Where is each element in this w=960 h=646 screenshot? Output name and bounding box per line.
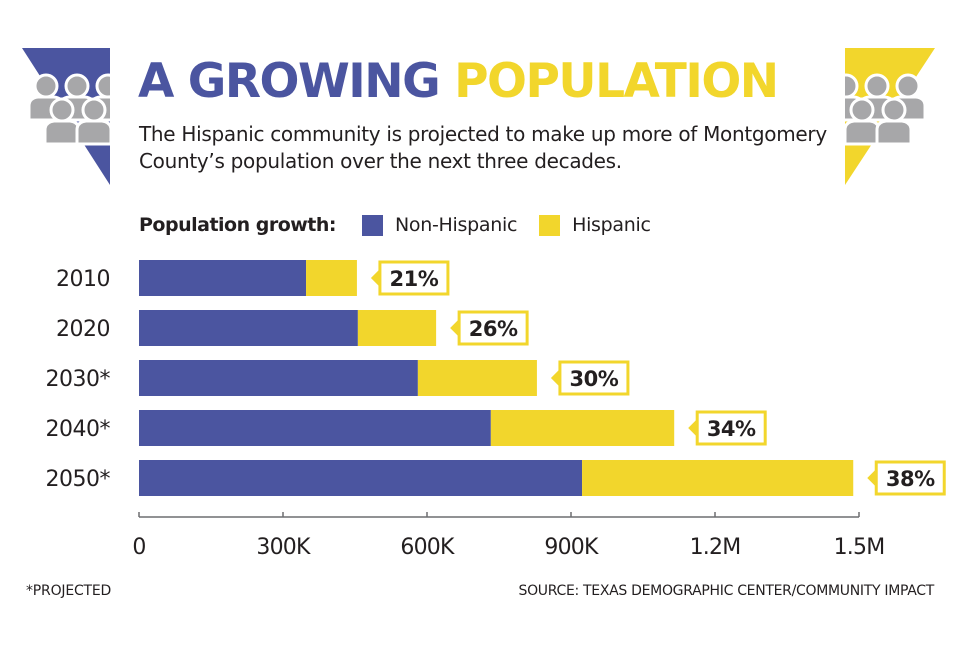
legend-title: Population growth:: [139, 214, 337, 236]
data-label: 34%: [707, 417, 756, 441]
legend-swatch-non-hispanic: [362, 214, 384, 236]
people-group-icon-left: [22, 48, 110, 185]
x-tick-label: 1.2M: [690, 535, 741, 560]
x-tick-label: 600K: [400, 535, 455, 560]
callout-box: [457, 310, 529, 346]
legend-swatch-hispanic: [539, 214, 561, 236]
data-label: 30%: [570, 367, 619, 391]
source-note: SOURCE: TEXAS DEMOGRAPHIC CENTER/COMMUNI…: [518, 583, 934, 599]
chart-subtitle: The Hispanic community is projected to m…: [139, 122, 827, 173]
bar-non-hispanic: [139, 310, 358, 346]
x-tick-label: 900K: [544, 535, 599, 560]
title-part-1: A GROWING: [138, 54, 441, 109]
category-label: 2010: [56, 267, 110, 292]
x-tick-label: 300K: [256, 535, 311, 560]
bar-non-hispanic: [139, 260, 307, 296]
callout-pointer: [450, 320, 459, 336]
legend-label-non-hispanic: Non-Hispanic: [395, 214, 518, 236]
callout-box: [695, 410, 767, 446]
bar-non-hispanic: [139, 410, 491, 446]
x-tick-label: 0: [132, 535, 145, 560]
bar-hispanic: [357, 310, 437, 346]
category-label: 2020: [56, 317, 110, 342]
bar-non-hispanic: [139, 360, 418, 396]
category-label: 2040*: [46, 417, 111, 442]
legend-label-hispanic: Hispanic: [572, 214, 651, 236]
bar-hispanic: [490, 410, 675, 446]
data-label: 38%: [886, 467, 935, 491]
title-part-2: POPULATION: [454, 54, 779, 109]
legend: Population growth: Non-Hispanic Hispanic: [139, 210, 673, 240]
bar-non-hispanic: [139, 460, 583, 496]
callout-pointer: [370, 270, 379, 286]
callout-pointer: [550, 370, 559, 386]
callout-box: [874, 460, 946, 496]
category-label: 2030*: [46, 367, 111, 392]
bar-hispanic: [417, 360, 537, 396]
data-label: 21%: [390, 267, 439, 291]
projected-note: *PROJECTED: [26, 583, 112, 599]
chart-title: A GROWING POPULATION: [138, 52, 779, 112]
people-group-icon-right: [845, 48, 935, 185]
data-label: 26%: [469, 317, 518, 341]
callout-box: [558, 360, 630, 396]
callout-pointer: [688, 420, 697, 436]
callout-box: [378, 260, 450, 296]
bar-hispanic: [306, 260, 357, 296]
bar-hispanic: [582, 460, 854, 496]
category-label: 2050*: [46, 467, 111, 492]
x-tick-label: 1.5M: [834, 535, 885, 560]
callout-pointer: [867, 470, 876, 486]
